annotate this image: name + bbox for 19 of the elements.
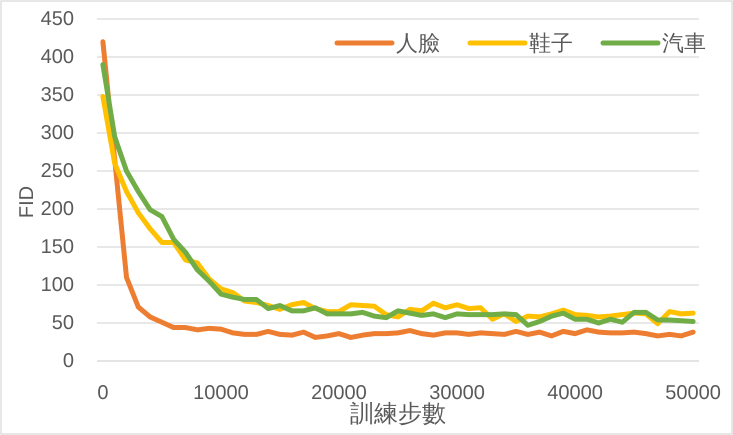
x-tick-label: 50000 bbox=[665, 382, 721, 404]
y-tick-label: 50 bbox=[52, 312, 74, 334]
y-tick-label: 400 bbox=[40, 46, 74, 68]
legend-label: 鞋子 bbox=[529, 30, 573, 56]
y-tick-label: 300 bbox=[40, 122, 74, 144]
y-tick-label: 200 bbox=[40, 198, 74, 220]
y-tick-label: 450 bbox=[40, 8, 74, 30]
x-axis-title: 訓練步數 bbox=[350, 400, 446, 428]
y-tick-label: 100 bbox=[40, 274, 74, 296]
y-tick-label: 350 bbox=[40, 84, 74, 106]
x-tick-label: 40000 bbox=[547, 382, 603, 404]
y-tick-label: 250 bbox=[40, 160, 74, 182]
x-tick-label: 0 bbox=[97, 382, 108, 404]
x-tick-label: 10000 bbox=[193, 382, 249, 404]
legend-label: 人臉 bbox=[396, 30, 440, 56]
y-tick-label: 150 bbox=[40, 236, 74, 258]
y-axis-title: FID bbox=[16, 186, 38, 218]
y-tick-label: 0 bbox=[62, 350, 74, 372]
legend-label: 汽車 bbox=[662, 30, 706, 56]
